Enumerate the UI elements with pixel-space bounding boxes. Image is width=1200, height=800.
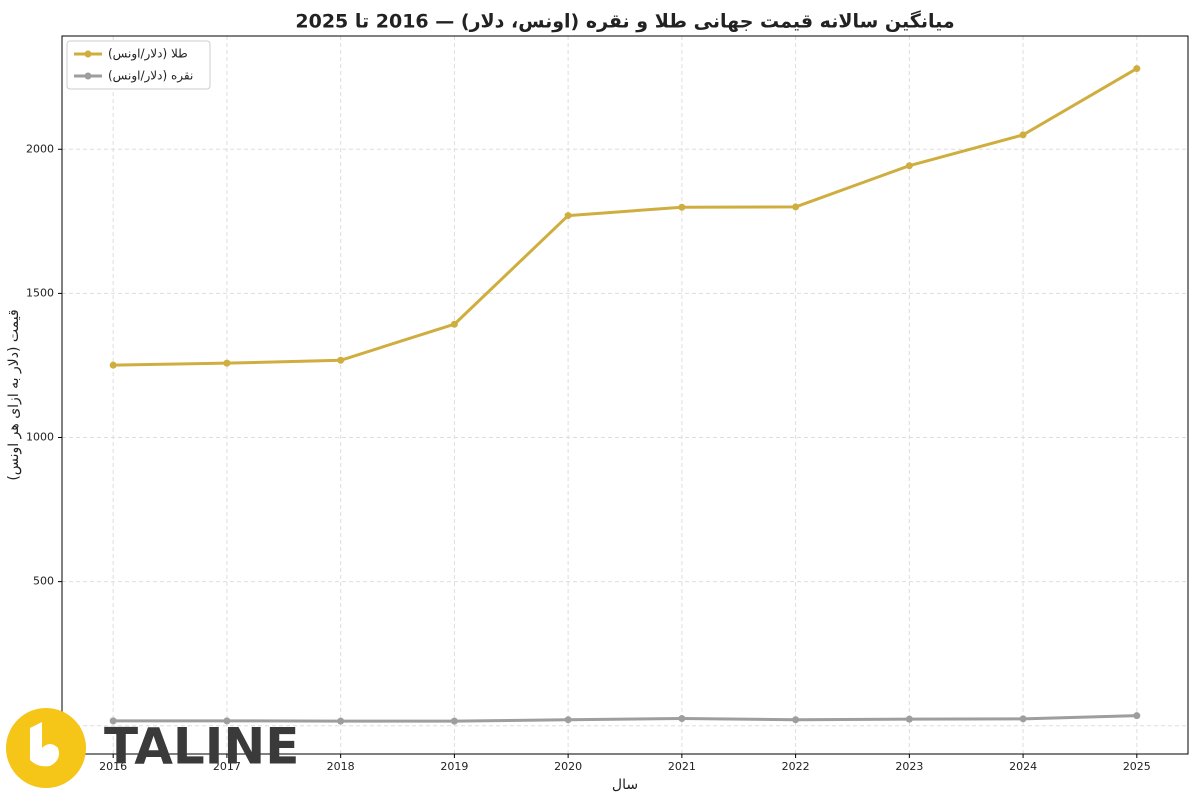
y-tick-label: 500 [33, 575, 54, 588]
point [450, 320, 458, 328]
point [1019, 131, 1027, 139]
point [1133, 712, 1141, 720]
point [564, 212, 572, 220]
point [337, 356, 345, 364]
point [223, 359, 231, 367]
point [337, 717, 345, 725]
point [678, 715, 686, 723]
watermark-text: TALINE [104, 718, 299, 776]
point [905, 162, 913, 170]
x-tick-label: 2022 [782, 760, 810, 773]
plot-frame [61, 35, 1189, 755]
x-tick-label: 2019 [440, 760, 468, 773]
legend-marker [84, 72, 92, 80]
x-tick-label: 2016 [99, 760, 127, 773]
series-line [113, 67, 1138, 367]
point [905, 715, 913, 723]
series-line [113, 714, 1137, 723]
x-tick-label: 2023 [895, 760, 923, 773]
watermark: TALINE [6, 708, 299, 788]
x-tick-label: 2025 [1123, 760, 1151, 773]
legend-marker [84, 50, 92, 58]
y-tick-label: 1500 [26, 286, 54, 299]
x-tick-label: 2020 [554, 760, 582, 773]
point [792, 716, 800, 724]
legend-label: طلا (دلار/اونس) [108, 47, 188, 62]
point [109, 717, 117, 725]
legend-label: نقره (دلار/اونس) [108, 69, 193, 84]
point [1133, 65, 1141, 73]
y-tick-label: 1000 [26, 431, 54, 444]
point [678, 203, 686, 211]
point [564, 716, 572, 724]
x-tick-label: 2024 [1009, 760, 1037, 773]
logo-glyph [30, 722, 59, 767]
point [109, 361, 117, 369]
x-tick-label: 2017 [213, 760, 241, 773]
point [223, 717, 231, 725]
point [450, 717, 458, 725]
legend: طلا (دلار/اونس) نقره (دلار/اونس) [66, 40, 211, 90]
x-tick-label: 2018 [327, 760, 355, 773]
point [1019, 715, 1027, 723]
legend-box [66, 40, 211, 90]
y-axis-label: قیمت (دلار به ازای هر اونس) [6, 309, 22, 480]
point [792, 203, 800, 211]
x-axis-label: سال [612, 777, 638, 793]
x-tick-label: 2021 [668, 760, 696, 773]
chart-title: میانگین سالانه قیمت جهانی طلا و نقره (او… [295, 10, 954, 33]
y-tick-label: 2000 [26, 142, 54, 155]
